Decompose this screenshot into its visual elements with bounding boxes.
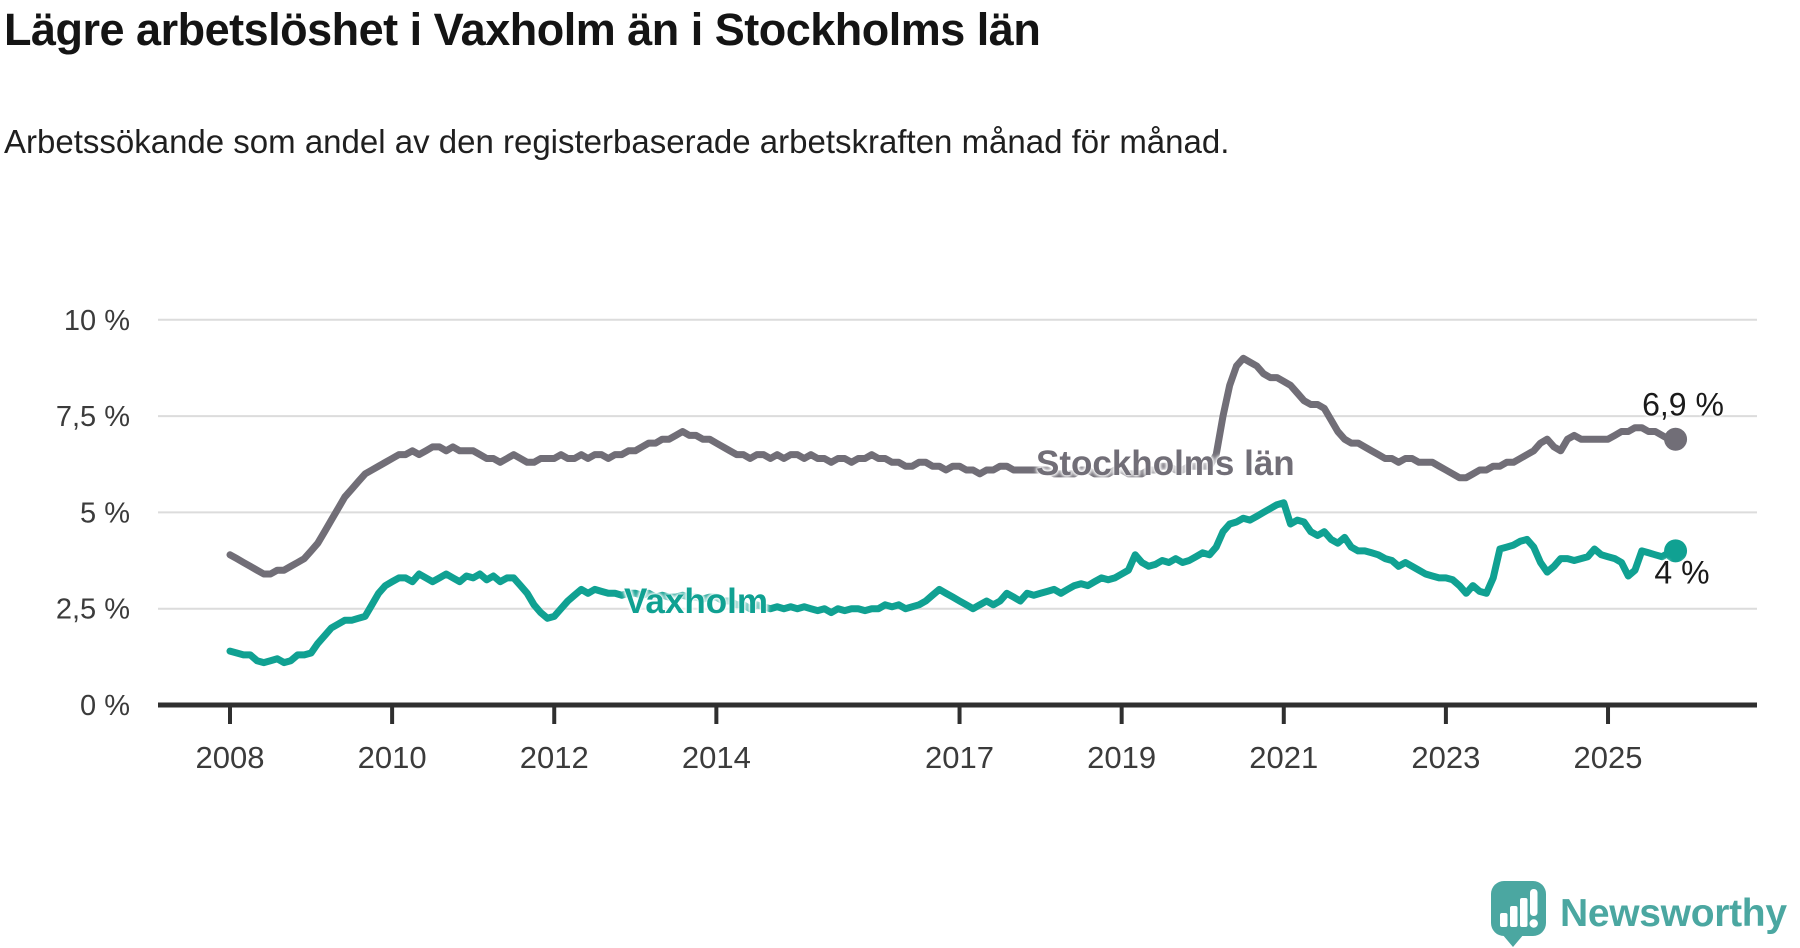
series-end-dot [1664,539,1688,563]
newsworthy-logo: Newsworthy [1490,880,1787,948]
x-tick-label: 2017 [925,740,994,775]
end-value-label-vaxholm: 4 % [1654,554,1710,591]
series-line-stockholms-l-n [226,354,1680,578]
newsworthy-logo-icon [1491,881,1546,947]
x-tick-label: 2010 [358,740,427,775]
y-tick-label: 7,5 % [56,401,130,433]
x-tick-label: 2012 [520,740,589,775]
end-value-label-stockholms-lan: 6,9 % [1642,386,1724,423]
x-tick-label: 2014 [682,740,751,775]
y-tick-label: 2,5 % [56,594,130,626]
x-tick-label: 2008 [196,740,265,775]
x-tick-label: 2025 [1574,740,1643,775]
series-label-stockholms-lan: Stockholms län [1036,444,1295,483]
series-end-dot [1664,427,1688,451]
newsworthy-logo-text: Newsworthy [1560,892,1787,935]
series-label-vaxholm: Vaxholm [624,582,768,621]
chart-title: Lägre arbetslöshet i Vaxholm än i Stockh… [4,4,1041,55]
y-tick-label: 5 % [80,497,130,529]
y-tick-label: 10 % [64,305,130,337]
chart-subtitle: Arbetssökande som andel av den registerb… [4,123,1230,160]
x-tick-label: 2021 [1249,740,1318,775]
series-line-vaxholm [226,499,1680,667]
x-tick-label: 2019 [1087,740,1156,775]
y-tick-label: 0 % [80,690,130,722]
x-tick-label: 2023 [1411,740,1480,775]
